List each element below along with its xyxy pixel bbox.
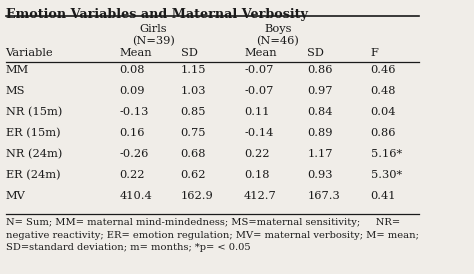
Text: 0.41: 0.41 (371, 191, 396, 201)
Text: 0.86: 0.86 (307, 65, 333, 75)
Text: 0.75: 0.75 (181, 128, 206, 138)
Text: 0.89: 0.89 (307, 128, 333, 138)
Text: 0.16: 0.16 (119, 128, 145, 138)
Text: MS: MS (6, 86, 25, 96)
Text: ER (24m): ER (24m) (6, 170, 60, 180)
Text: N= Sum; MM= maternal mind-mindedness; MS=maternal sensitivity;     NR=
negative : N= Sum; MM= maternal mind-mindedness; MS… (6, 218, 419, 252)
Text: Variable: Variable (6, 48, 53, 58)
Text: 0.09: 0.09 (119, 86, 145, 96)
Text: MM: MM (6, 65, 29, 75)
Text: 0.46: 0.46 (371, 65, 396, 75)
Text: MV: MV (6, 191, 26, 201)
Text: 162.9: 162.9 (181, 191, 213, 201)
Text: 1.15: 1.15 (181, 65, 206, 75)
Text: 1.17: 1.17 (307, 149, 333, 159)
Text: 0.86: 0.86 (371, 128, 396, 138)
Text: 0.04: 0.04 (371, 107, 396, 117)
Text: Girls
(N=39): Girls (N=39) (132, 24, 175, 46)
Text: 412.7: 412.7 (244, 191, 277, 201)
Text: 0.93: 0.93 (307, 170, 333, 180)
Text: 0.62: 0.62 (181, 170, 206, 180)
Text: Emotion Variables and Maternal Verbosity: Emotion Variables and Maternal Verbosity (6, 8, 308, 21)
Text: 410.4: 410.4 (119, 191, 152, 201)
Text: 0.68: 0.68 (181, 149, 206, 159)
Text: 5.30*: 5.30* (371, 170, 402, 180)
Text: Boys
(N=46): Boys (N=46) (256, 24, 299, 46)
Text: 0.11: 0.11 (244, 107, 270, 117)
Text: 0.08: 0.08 (119, 65, 145, 75)
Text: 0.22: 0.22 (119, 170, 145, 180)
Text: 0.22: 0.22 (244, 149, 270, 159)
Text: -0.07: -0.07 (244, 65, 273, 75)
Text: -0.26: -0.26 (119, 149, 149, 159)
Text: 5.16*: 5.16* (371, 149, 402, 159)
Text: 0.85: 0.85 (181, 107, 206, 117)
Text: Mean: Mean (244, 48, 277, 58)
Text: -0.14: -0.14 (244, 128, 273, 138)
Text: ER (15m): ER (15m) (6, 128, 60, 138)
Text: 0.18: 0.18 (244, 170, 270, 180)
Text: 167.3: 167.3 (307, 191, 340, 201)
Text: F: F (371, 48, 379, 58)
Text: Mean: Mean (119, 48, 152, 58)
Text: NR (24m): NR (24m) (6, 149, 62, 159)
Text: -0.13: -0.13 (119, 107, 149, 117)
Text: 0.84: 0.84 (307, 107, 333, 117)
Text: -0.07: -0.07 (244, 86, 273, 96)
Text: SD: SD (181, 48, 198, 58)
Text: 1.03: 1.03 (181, 86, 206, 96)
Text: SD: SD (307, 48, 324, 58)
Text: 0.48: 0.48 (371, 86, 396, 96)
Text: NR (15m): NR (15m) (6, 107, 62, 117)
Text: 0.97: 0.97 (307, 86, 333, 96)
